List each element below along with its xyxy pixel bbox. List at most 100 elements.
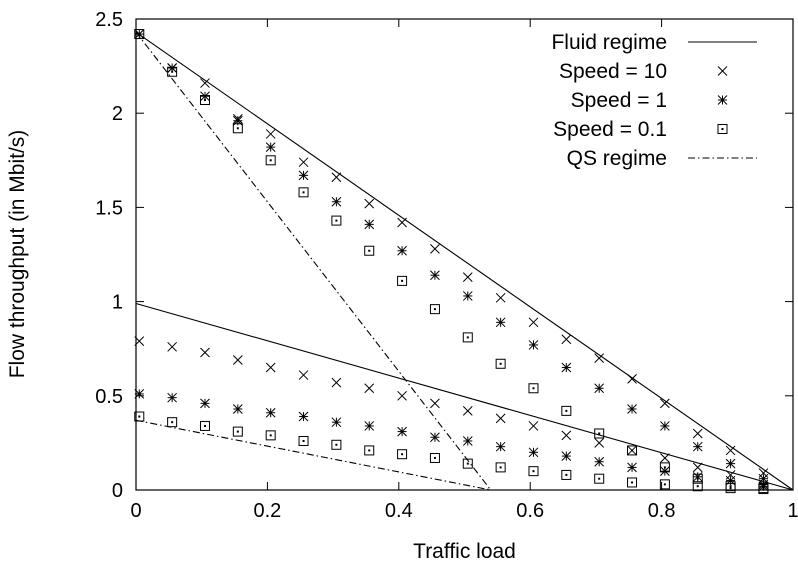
speed-0-1-point [429,452,440,463]
speed-1-point [134,389,145,399]
marker-square [199,95,210,106]
speed-10-point [232,355,243,365]
marker-stroke [265,129,276,139]
marker-dot [663,466,666,469]
legend: Fluid regime Speed = 10 Speed = 1 Speed = 0… [551,31,757,170]
y-tick-label: 2 [112,103,123,125]
speed-0-1-point [429,304,440,315]
marker-square [298,187,309,198]
marker-dot [499,466,502,469]
speed-1-point [430,432,440,443]
marker-dot [203,99,206,102]
speed-10-point [200,347,210,358]
marker-square [561,469,572,480]
speed-1-point [627,462,637,473]
marker-dot [433,456,436,459]
speed-10-point [594,438,605,448]
speed-10-point [561,430,572,441]
qs-regime-line-1 [135,31,492,491]
y-tick-label: 1.5 [95,197,123,219]
speed-0-1-point [462,458,473,469]
speed-1-point [528,340,539,350]
speed-1-point [495,317,506,328]
marker-square [462,332,473,343]
speed-1-point [200,398,210,409]
marker-dot [721,128,724,130]
marker-dot [532,470,535,473]
speed-0-1-point [199,95,210,106]
marker-stroke [495,413,506,424]
marker-stroke [528,421,539,431]
marker-dot [302,191,305,194]
speed-1-point [561,451,572,461]
regime-lines [135,31,794,491]
speed-1-point [462,291,473,301]
marker-dot [269,159,272,162]
speed-1-point [430,270,440,281]
speed-10-point [397,390,407,401]
x-tick-label: 1 [787,500,798,522]
speed-10-point [364,383,375,394]
speed-1-point [397,245,407,256]
marker-stroke [200,347,210,358]
marker-square [725,483,736,494]
marker-dot [532,387,535,390]
marker-dot [466,462,469,465]
marker-stroke [462,406,473,416]
marker-stroke [692,462,703,473]
marker-stroke [627,373,637,384]
marker-stroke [331,377,342,388]
speed-0-1-point [495,462,506,473]
speed-0-1-point [199,420,210,431]
marker-square [232,123,243,134]
speed-0-1-point [561,405,572,416]
marker-square [298,436,309,447]
marker-square [232,426,243,437]
speed-0-1-point [397,275,408,286]
legend-label-qs-regime: QS regime [567,147,667,170]
marker-dot [302,440,305,443]
marker-square [397,275,408,286]
marker-stroke [331,172,342,183]
speed-0-1-point [758,484,769,495]
speed-1-point [331,417,342,428]
fluid-regime-line-2 [135,302,794,491]
data-points [134,29,769,495]
marker-dot [401,279,404,282]
speed-0-1-point [331,439,342,450]
speed-1-point [167,392,177,403]
marker-stroke [397,217,407,228]
speed-10-point [397,217,407,228]
speed-0-1-point [594,428,605,439]
speed-1-point [265,142,276,152]
speed-10-point [495,292,506,303]
marker-stroke [298,157,309,168]
speed-10-point [594,353,605,363]
marker-square [429,452,440,463]
speed-10-point [692,462,703,473]
speed-10-point [561,334,572,345]
marker-dot [335,443,338,446]
speed-1-point [692,471,703,482]
marker-square [627,477,638,488]
marker-dot [565,473,568,476]
speed-1-point [594,456,605,467]
speed-0-1-point [265,155,276,166]
speed-0-1-point [692,481,703,492]
marker-dot [663,483,666,486]
marker-square [717,124,728,134]
y-tick-label: 1 [112,292,123,314]
speed-10-point [200,78,210,88]
marker-stroke [725,445,736,456]
marker-dot [236,127,239,130]
x-tick-label: 0.6 [516,500,544,522]
marker-stroke [495,292,506,303]
marker-stroke [528,317,539,328]
speed-10-point [430,243,440,254]
marker-stroke [298,370,309,380]
speed-0-1-point [627,477,638,488]
marker-stroke [660,398,670,409]
speed-0-1-point [561,469,572,480]
marker-square [364,445,375,456]
